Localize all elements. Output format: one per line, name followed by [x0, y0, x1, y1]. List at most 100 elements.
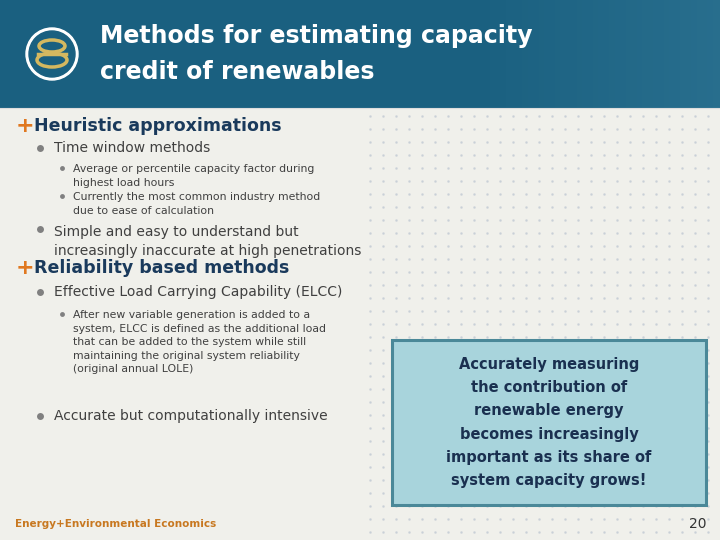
FancyBboxPatch shape — [718, 0, 719, 108]
FancyBboxPatch shape — [709, 0, 710, 108]
FancyBboxPatch shape — [664, 0, 665, 108]
FancyBboxPatch shape — [392, 340, 706, 505]
FancyBboxPatch shape — [630, 0, 631, 108]
FancyBboxPatch shape — [651, 0, 652, 108]
FancyBboxPatch shape — [683, 0, 684, 108]
FancyBboxPatch shape — [571, 0, 572, 108]
FancyBboxPatch shape — [638, 0, 639, 108]
FancyBboxPatch shape — [589, 0, 590, 108]
FancyBboxPatch shape — [585, 0, 586, 108]
FancyBboxPatch shape — [586, 0, 587, 108]
FancyBboxPatch shape — [622, 0, 623, 108]
FancyBboxPatch shape — [650, 0, 651, 108]
FancyBboxPatch shape — [715, 0, 716, 108]
FancyBboxPatch shape — [560, 0, 561, 108]
FancyBboxPatch shape — [583, 0, 584, 108]
FancyBboxPatch shape — [642, 0, 643, 108]
FancyBboxPatch shape — [601, 0, 602, 108]
FancyBboxPatch shape — [543, 0, 544, 108]
FancyBboxPatch shape — [578, 0, 579, 108]
FancyBboxPatch shape — [594, 0, 595, 108]
FancyBboxPatch shape — [668, 0, 669, 108]
FancyBboxPatch shape — [705, 0, 706, 108]
FancyBboxPatch shape — [699, 0, 700, 108]
FancyBboxPatch shape — [587, 0, 588, 108]
FancyBboxPatch shape — [692, 0, 693, 108]
FancyBboxPatch shape — [644, 0, 645, 108]
FancyBboxPatch shape — [712, 0, 713, 108]
FancyBboxPatch shape — [676, 0, 677, 108]
FancyBboxPatch shape — [624, 0, 625, 108]
FancyBboxPatch shape — [617, 0, 618, 108]
FancyBboxPatch shape — [551, 0, 552, 108]
FancyBboxPatch shape — [653, 0, 654, 108]
FancyBboxPatch shape — [704, 0, 705, 108]
Text: After new variable generation is added to a
system, ELCC is defined as the addit: After new variable generation is added t… — [73, 310, 326, 374]
FancyBboxPatch shape — [566, 0, 567, 108]
FancyBboxPatch shape — [632, 0, 633, 108]
FancyBboxPatch shape — [687, 0, 688, 108]
FancyBboxPatch shape — [567, 0, 568, 108]
FancyBboxPatch shape — [695, 0, 696, 108]
FancyBboxPatch shape — [550, 0, 551, 108]
FancyBboxPatch shape — [691, 0, 692, 108]
FancyBboxPatch shape — [686, 0, 687, 108]
FancyBboxPatch shape — [658, 0, 659, 108]
FancyBboxPatch shape — [657, 0, 658, 108]
FancyBboxPatch shape — [673, 0, 674, 108]
FancyBboxPatch shape — [643, 0, 644, 108]
FancyBboxPatch shape — [574, 0, 575, 108]
FancyBboxPatch shape — [542, 0, 543, 108]
FancyBboxPatch shape — [696, 0, 697, 108]
FancyBboxPatch shape — [612, 0, 613, 108]
FancyBboxPatch shape — [611, 0, 612, 108]
FancyBboxPatch shape — [678, 0, 679, 108]
FancyBboxPatch shape — [688, 0, 689, 108]
FancyBboxPatch shape — [606, 0, 607, 108]
FancyBboxPatch shape — [649, 0, 650, 108]
Circle shape — [26, 28, 78, 80]
FancyBboxPatch shape — [700, 0, 701, 108]
FancyBboxPatch shape — [596, 0, 597, 108]
FancyBboxPatch shape — [559, 0, 560, 108]
FancyBboxPatch shape — [661, 0, 662, 108]
FancyBboxPatch shape — [656, 0, 657, 108]
FancyBboxPatch shape — [603, 0, 604, 108]
FancyBboxPatch shape — [545, 0, 546, 108]
FancyBboxPatch shape — [625, 0, 626, 108]
FancyBboxPatch shape — [614, 0, 615, 108]
FancyBboxPatch shape — [636, 0, 637, 108]
FancyBboxPatch shape — [565, 0, 566, 108]
FancyBboxPatch shape — [623, 0, 624, 108]
Text: Currently the most common industry method
due to ease of calculation: Currently the most common industry metho… — [73, 192, 320, 215]
FancyBboxPatch shape — [621, 0, 622, 108]
FancyBboxPatch shape — [706, 0, 707, 108]
FancyBboxPatch shape — [588, 0, 589, 108]
FancyBboxPatch shape — [682, 0, 683, 108]
FancyBboxPatch shape — [674, 0, 675, 108]
FancyBboxPatch shape — [717, 0, 718, 108]
FancyBboxPatch shape — [675, 0, 676, 108]
Text: Heuristic approximations: Heuristic approximations — [34, 117, 282, 135]
FancyBboxPatch shape — [549, 0, 550, 108]
FancyBboxPatch shape — [562, 0, 563, 108]
FancyBboxPatch shape — [604, 0, 605, 108]
FancyBboxPatch shape — [634, 0, 635, 108]
FancyBboxPatch shape — [672, 0, 673, 108]
FancyBboxPatch shape — [680, 0, 681, 108]
FancyBboxPatch shape — [546, 0, 547, 108]
FancyBboxPatch shape — [694, 0, 695, 108]
FancyBboxPatch shape — [579, 0, 580, 108]
FancyBboxPatch shape — [635, 0, 636, 108]
FancyBboxPatch shape — [616, 0, 617, 108]
FancyBboxPatch shape — [581, 0, 582, 108]
FancyBboxPatch shape — [655, 0, 656, 108]
FancyBboxPatch shape — [605, 0, 606, 108]
FancyBboxPatch shape — [665, 0, 666, 108]
FancyBboxPatch shape — [647, 0, 648, 108]
FancyBboxPatch shape — [703, 0, 704, 108]
FancyBboxPatch shape — [629, 0, 630, 108]
FancyBboxPatch shape — [584, 0, 585, 108]
FancyBboxPatch shape — [693, 0, 694, 108]
Text: Accurate but computationally intensive: Accurate but computationally intensive — [54, 409, 328, 423]
